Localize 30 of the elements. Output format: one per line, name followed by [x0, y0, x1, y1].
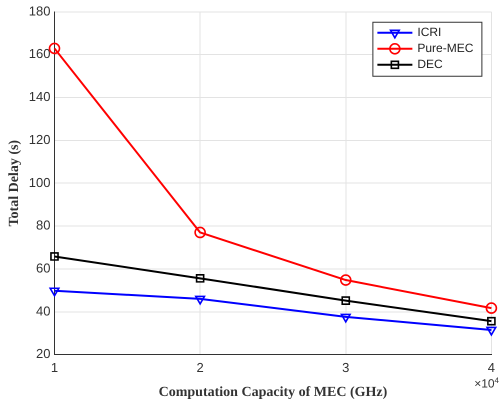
- x-tick-label: 1: [50, 360, 58, 375]
- x-axis-title: Computation Capacity of MEC (GHz): [158, 385, 388, 400]
- point: [340, 314, 351, 323]
- point: [486, 326, 497, 336]
- point: [194, 296, 206, 305]
- x-tick-label: 4: [488, 360, 495, 375]
- point: [487, 316, 496, 326]
- x-tick-label: 2: [196, 360, 204, 375]
- legend-label: Pure-MEC: [417, 41, 474, 56]
- point: [49, 287, 60, 297]
- y-tick-label: 160: [28, 46, 50, 62]
- point: [196, 274, 204, 283]
- y-tick-label: 180: [28, 3, 50, 18]
- point: [341, 296, 350, 305]
- y-tick-label: 140: [28, 89, 50, 104]
- legend-label: DEC: [417, 57, 444, 72]
- point: [48, 42, 60, 54]
- point: [50, 252, 59, 261]
- x-tick-label: 3: [342, 360, 350, 375]
- y-tick-label: 80: [36, 218, 50, 233]
- y-tick-label: 100: [28, 174, 50, 190]
- legend-label: ICRI: [417, 25, 442, 40]
- y-tick-label: 120: [28, 132, 50, 147]
- point: [486, 302, 498, 314]
- y-axis-title: Total Delay (s): [7, 140, 22, 226]
- y-tick-label: 20: [36, 346, 50, 362]
- y-tick-label: 40: [36, 303, 50, 318]
- point: [340, 274, 352, 286]
- y-tick-label: 60: [36, 260, 50, 276]
- point: [194, 226, 206, 238]
